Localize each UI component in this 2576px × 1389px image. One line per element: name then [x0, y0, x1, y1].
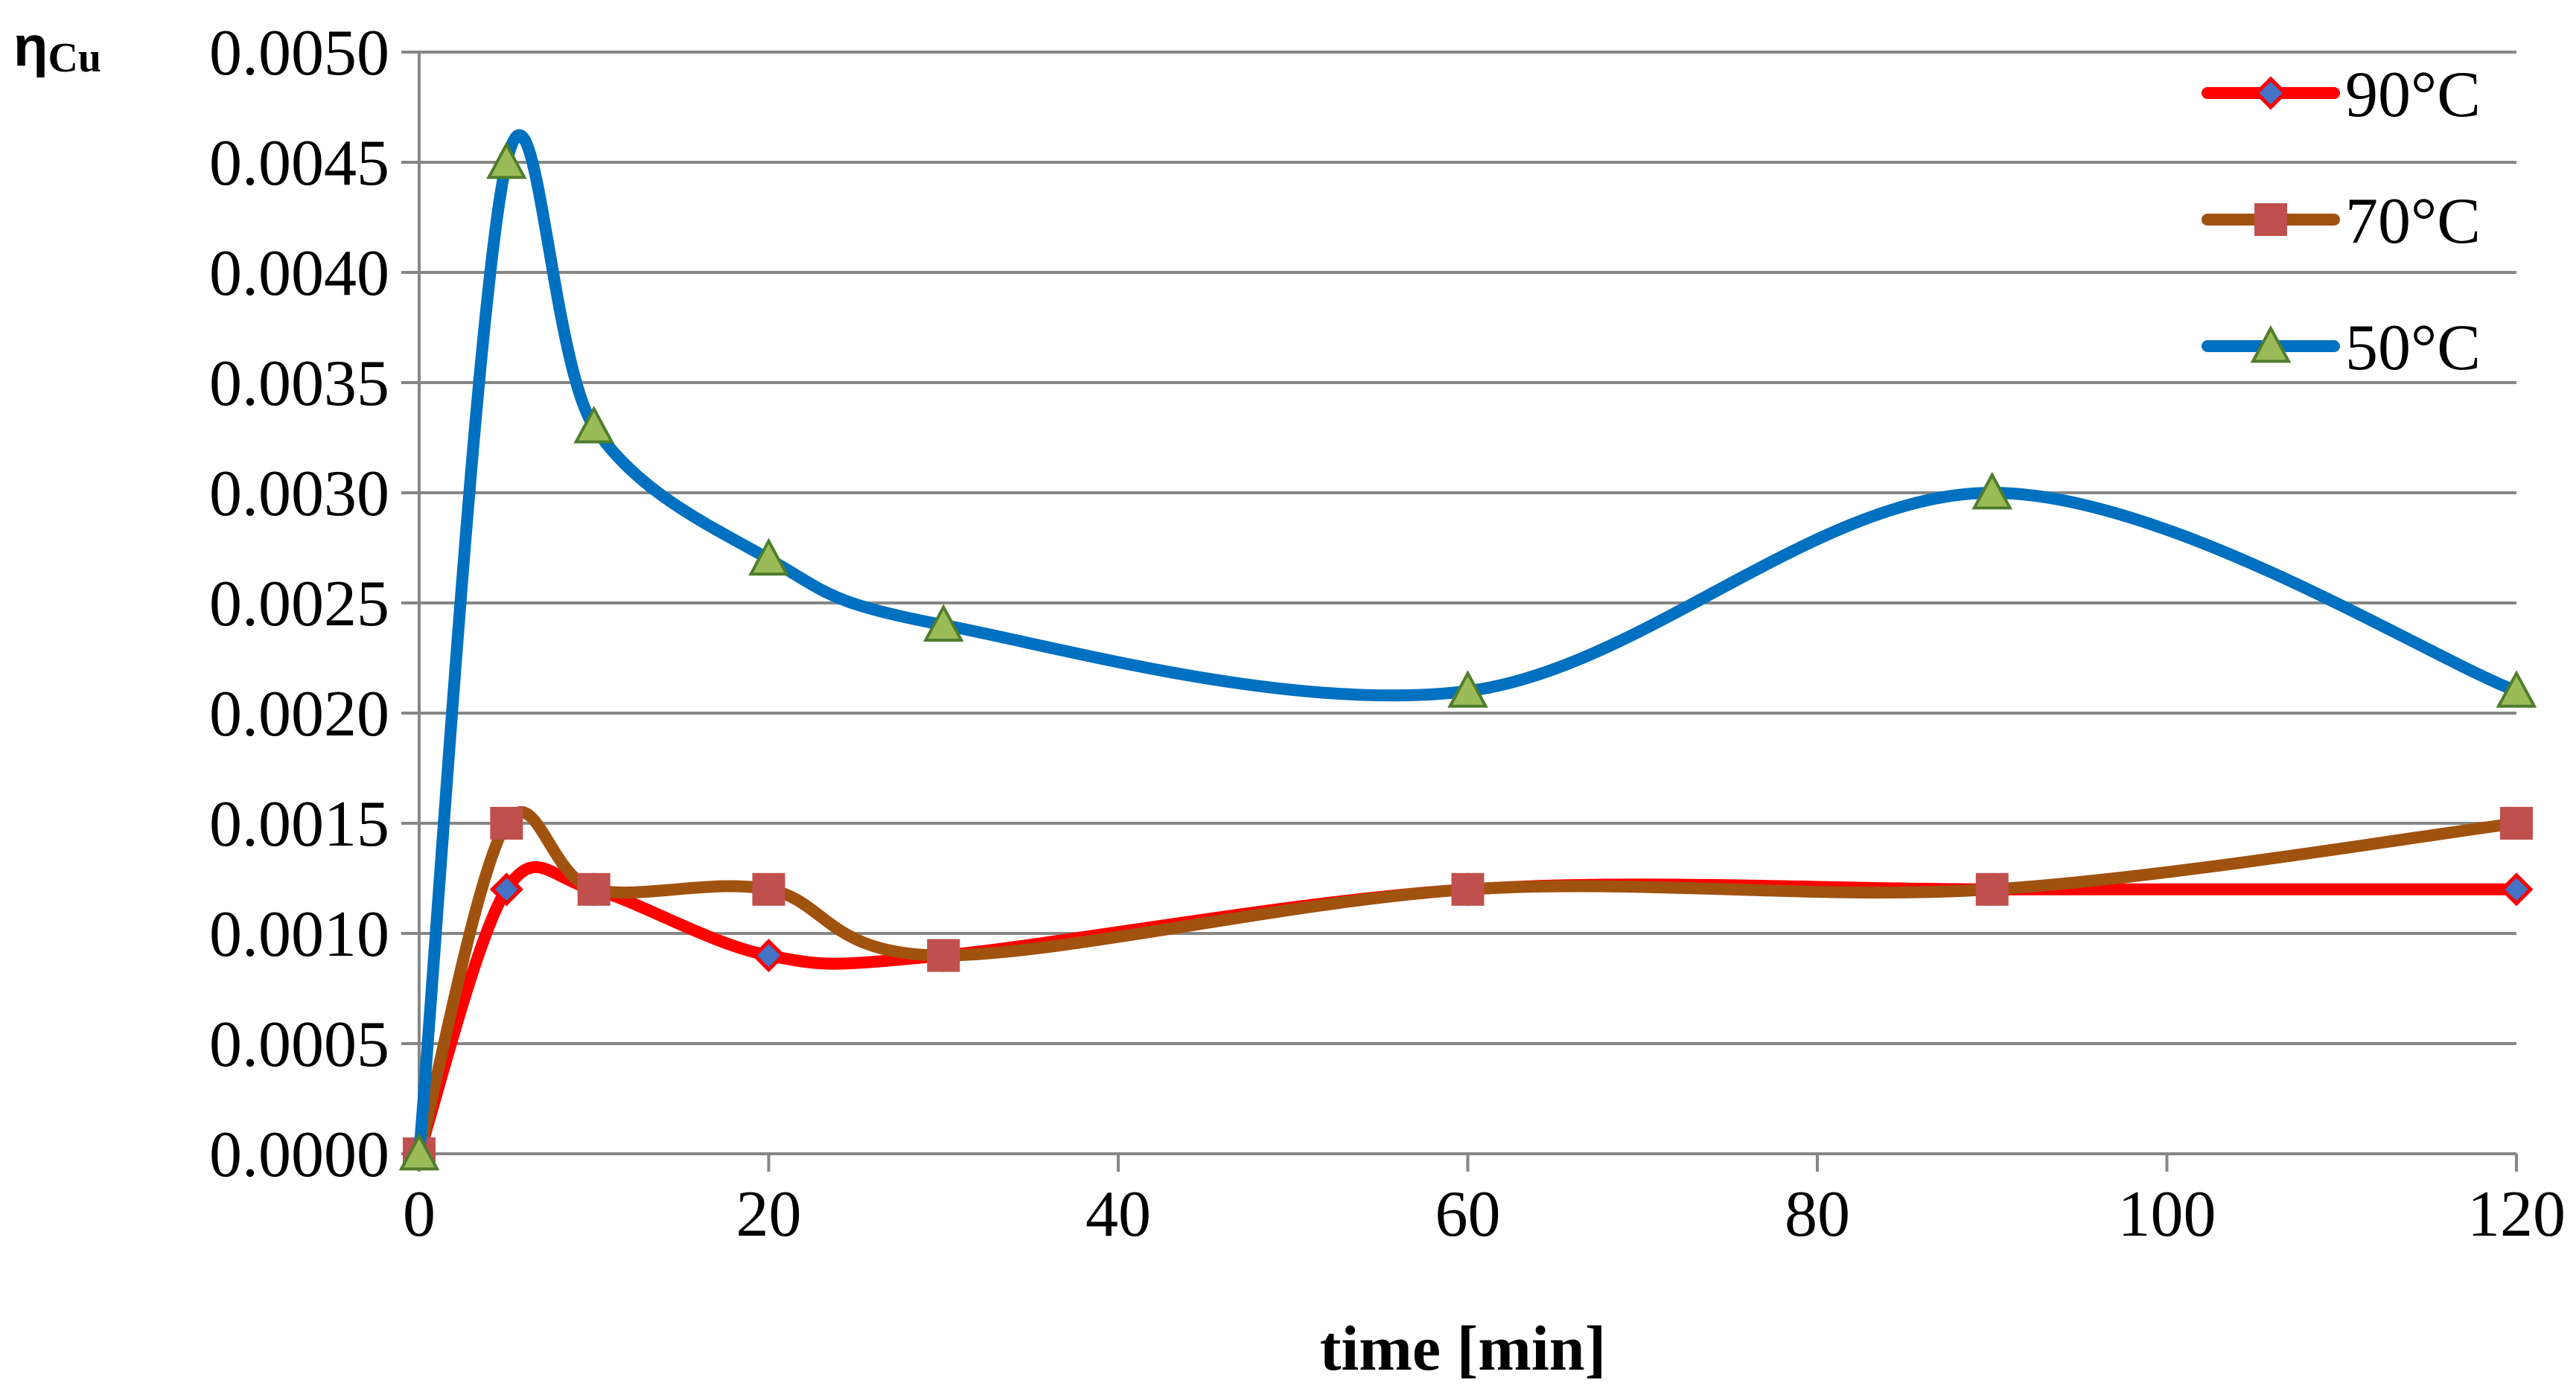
series-line: [413, 806, 2522, 1160]
legend-label: 50°C: [2345, 312, 2481, 384]
x-tick-label: 120: [2467, 1178, 2566, 1251]
x-tick-label: 100: [2118, 1178, 2216, 1251]
data-point: [1971, 471, 2013, 510]
legend-entry: 70°C: [2202, 185, 2481, 258]
x-axis-title: time [min]: [1320, 1312, 1606, 1384]
y-tick-label: 0.0025: [209, 568, 389, 640]
x-tick-label: 0: [403, 1178, 436, 1251]
series: [398, 129, 2537, 1171]
data-point: [1451, 872, 1485, 906]
series-line: [413, 129, 2522, 1160]
legend-marker: [2254, 76, 2288, 110]
x-tick-label: 60: [1435, 1178, 1501, 1251]
y-tick-label: 0.0020: [209, 678, 389, 750]
data-point: [398, 1132, 440, 1171]
legend-entry: 90°C: [2202, 59, 2481, 131]
y-tick-label: 0.0035: [209, 348, 389, 420]
data-point: [927, 939, 960, 972]
legend: 90°C 70°C 50°C: [2202, 59, 2481, 384]
legend-label: 90°C: [2345, 59, 2481, 131]
data-point: [2500, 807, 2533, 840]
gridlines: [419, 51, 2516, 1045]
y-tick-label: 0.0005: [209, 1009, 389, 1081]
series-90°C: [402, 860, 2534, 1171]
axes: [401, 51, 2518, 1172]
y-axis-symbol: η: [13, 15, 48, 78]
y-tick-label: 0.0040: [209, 237, 389, 310]
legend-entry: 50°C: [2202, 312, 2481, 384]
data-point: [577, 872, 610, 906]
data-point: [573, 405, 615, 444]
series-line: [413, 860, 2522, 1160]
data-point: [1975, 872, 2009, 906]
y-axis-subscript: Cu: [48, 35, 101, 81]
y-tick-label: 0.0050: [209, 17, 389, 89]
data-point: [2499, 872, 2534, 907]
data-point: [922, 604, 964, 642]
data-point: [486, 141, 527, 179]
legend-label: 70°C: [2345, 185, 2481, 258]
y-tick-label: 0.0000: [209, 1119, 389, 1191]
data-point: [490, 807, 523, 840]
y-tick-label: 0.0010: [209, 898, 389, 971]
series-50°C: [398, 129, 2537, 1171]
data-point: [751, 939, 786, 973]
x-tick-label: 80: [1785, 1178, 1850, 1251]
legend-marker: [2250, 325, 2292, 363]
y-axis-title: ηCu: [13, 15, 101, 81]
data-point: [2496, 670, 2537, 708]
x-tick-label: 40: [1085, 1178, 1151, 1251]
data-point: [752, 872, 785, 906]
data-point: [489, 872, 523, 907]
data-point: [1447, 670, 1488, 708]
y-tick-label: 0.0030: [209, 458, 389, 530]
legend-marker: [2254, 203, 2287, 236]
data-point: [748, 537, 789, 576]
y-tick-label: 0.0015: [209, 788, 389, 860]
x-tick-label: 20: [736, 1178, 802, 1251]
series-70°C: [403, 806, 2533, 1170]
tick-labels: 0.0000 0.0005 0.0010 0.0015 0.0020 0.0025 0.00…: [209, 17, 2566, 1251]
y-tick-label: 0.0045: [209, 127, 389, 199]
